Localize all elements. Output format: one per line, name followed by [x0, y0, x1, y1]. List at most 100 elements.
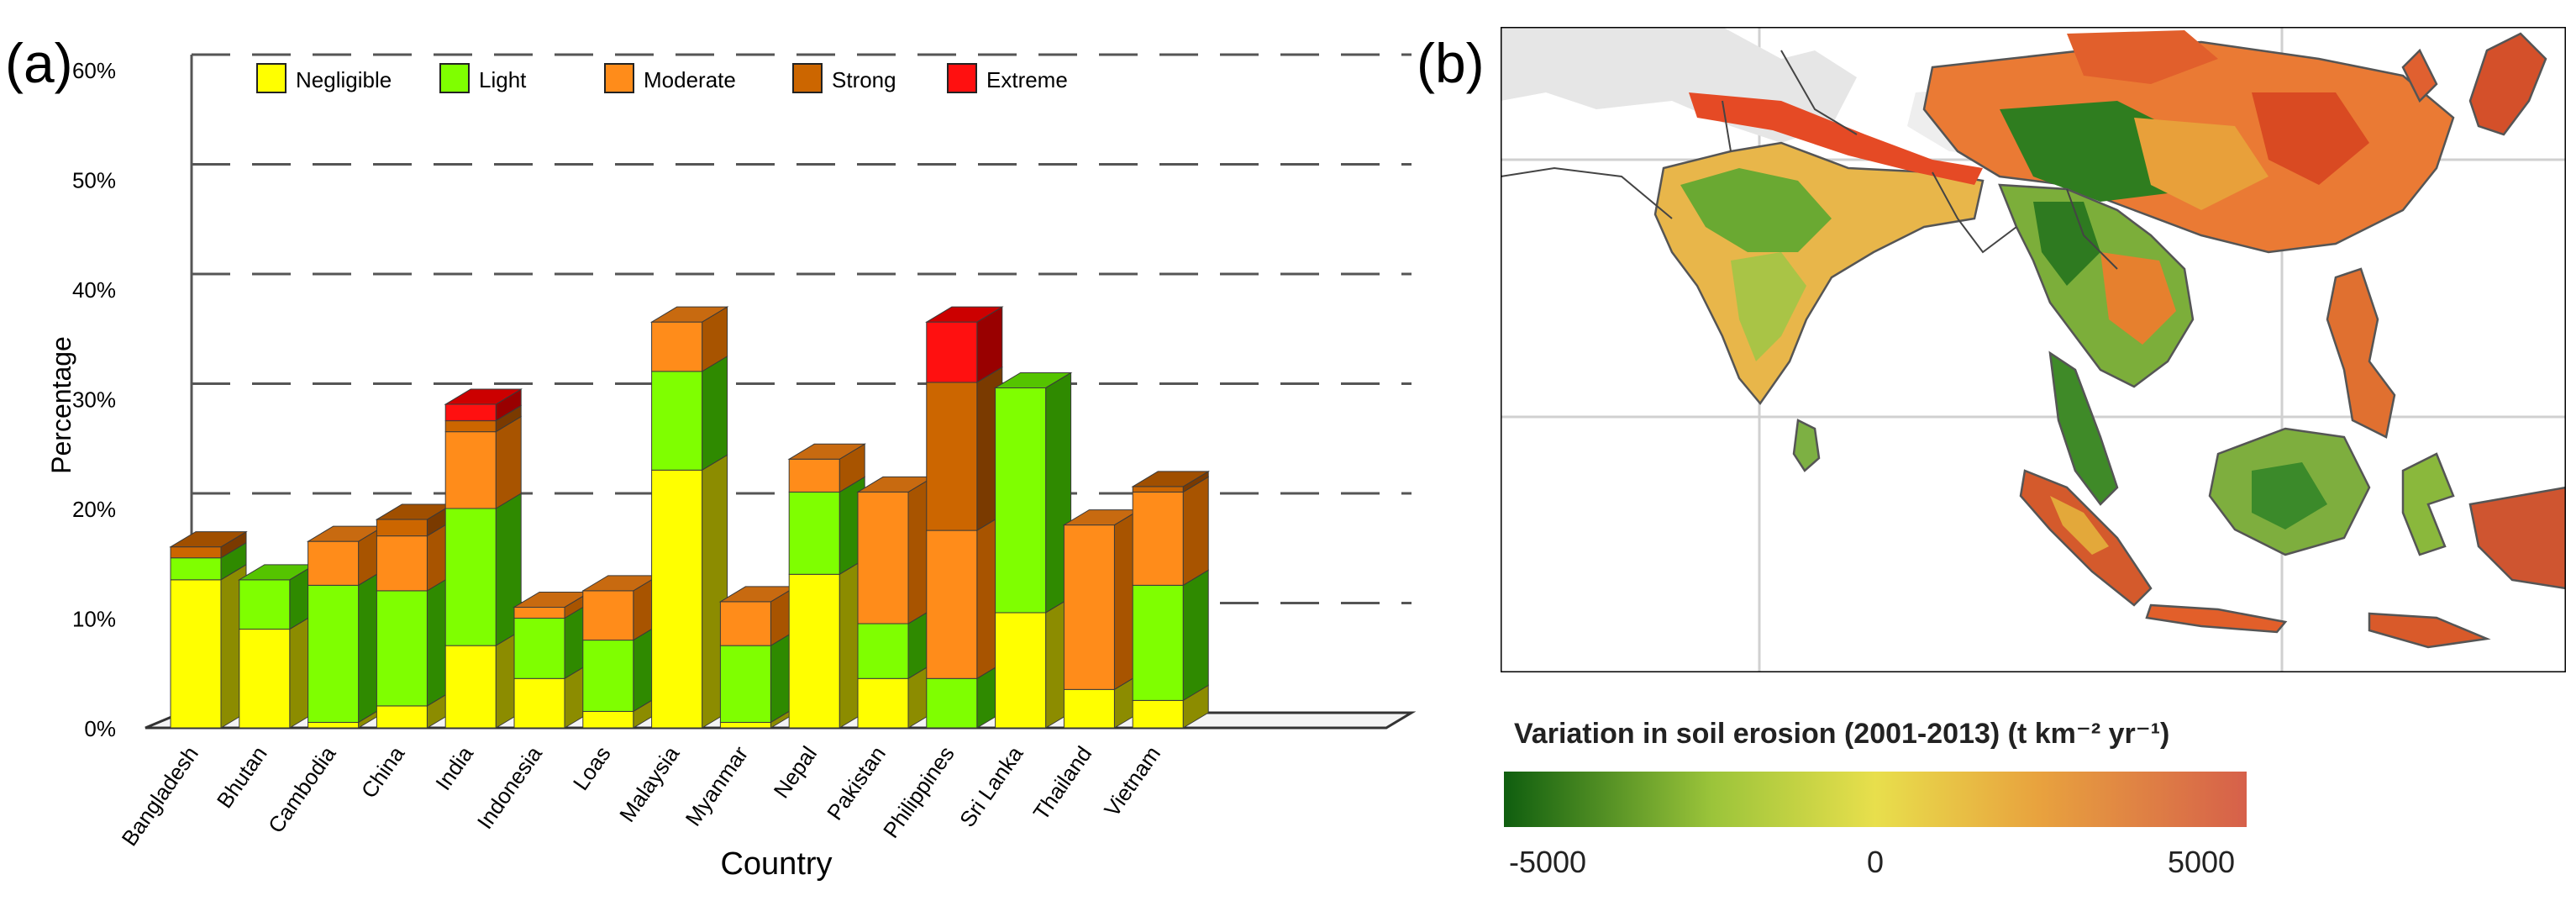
- bar-segment: [513, 618, 565, 679]
- panel-b: (b): [1417, 27, 2566, 879]
- x-tick-label: Myanmar: [681, 741, 754, 830]
- landmasses: [1653, 30, 2566, 649]
- legend-label: Moderate: [644, 67, 736, 92]
- bar-top: [649, 306, 729, 323]
- bar-segment: [926, 382, 978, 531]
- y-tick-label: 50%: [72, 168, 116, 193]
- y-tick-label: 40%: [72, 277, 116, 303]
- bar-stack: [513, 591, 591, 729]
- bar-segment: [788, 573, 840, 729]
- bar-side: [702, 355, 728, 472]
- bar-segment: [170, 579, 222, 729]
- colorbar-title: Variation in soil erosion (2001-2013) (t…: [1514, 718, 2169, 750]
- bar-side: [1182, 476, 1209, 587]
- bar-segment: [308, 721, 360, 729]
- bar-segment: [926, 321, 978, 383]
- legend-label: Extreme: [986, 67, 1068, 92]
- legend-swatch: [439, 63, 470, 93]
- legend-label: Negligible: [296, 67, 392, 92]
- x-tick-label: Indonesia: [472, 741, 548, 834]
- y-tick-label: 60%: [72, 58, 116, 83]
- bar-segment: [857, 491, 909, 624]
- bar-top: [787, 443, 867, 460]
- x-axis-label: Country: [720, 846, 832, 882]
- bar-segment: [857, 677, 909, 729]
- legend: Negligible Light Moderate Strong Extreme: [256, 63, 1068, 93]
- bar-segment: [239, 579, 291, 630]
- x-tick-label: Cambodia: [263, 741, 341, 838]
- colorbar: Variation in soil erosion (2001-2013) (t…: [1504, 718, 2247, 879]
- bar-stack: [1131, 471, 1211, 729]
- bar-segment: [926, 530, 978, 679]
- bar-stack: [787, 443, 867, 729]
- bar-top: [444, 388, 523, 405]
- bar-segment: [719, 601, 771, 646]
- bar-segment: [376, 705, 428, 729]
- x-tick-label: Vietnam: [1099, 741, 1165, 821]
- bar-stack: [718, 586, 798, 729]
- bar-segment: [582, 710, 634, 729]
- bar-stack: [237, 563, 317, 729]
- bar-stack: [924, 306, 1004, 729]
- bar-stack: [856, 476, 935, 729]
- bar-segment: [170, 557, 222, 581]
- bar-segment: [1132, 699, 1184, 729]
- x-tick-label: China: [356, 741, 410, 803]
- bar-segment: [995, 612, 1047, 729]
- bar-segment: [788, 458, 840, 493]
- bar-segment: [719, 721, 771, 729]
- bar-segment: [651, 371, 703, 471]
- panel-b-label: (b): [1417, 32, 1485, 94]
- bar-segment: [239, 629, 291, 729]
- x-tick-label: Philippines: [878, 741, 959, 842]
- legend-swatch: [947, 63, 977, 93]
- legend-swatch: [256, 63, 287, 93]
- panel-a-label: (a): [5, 32, 73, 94]
- bar-segment: [1063, 688, 1115, 729]
- bar-segment: [995, 387, 1047, 614]
- bar-top: [169, 531, 248, 548]
- bar-segment: [444, 508, 497, 646]
- bar-segment: [308, 540, 360, 586]
- bar-stack: [375, 503, 455, 729]
- bar-segment: [1132, 486, 1184, 493]
- bar-segment: [1132, 491, 1184, 586]
- bar-segment: [444, 431, 497, 509]
- bar-top: [1131, 471, 1211, 487]
- bar-segment: [926, 677, 978, 729]
- soil-erosion-map: [1501, 27, 2566, 672]
- y-tick-label: 10%: [72, 607, 116, 632]
- bar-segment: [444, 645, 497, 729]
- bar-top: [924, 306, 1004, 323]
- colorbar-min-label: -5000: [1509, 845, 1586, 879]
- bar-segment: [1063, 524, 1115, 690]
- bars: [169, 306, 1211, 729]
- colorbar-mid-label: 0: [1867, 845, 1884, 879]
- x-tick-label: India: [430, 741, 478, 795]
- bar-segment: [582, 640, 634, 712]
- x-tick-label: Loas: [568, 741, 616, 794]
- legend-label: Strong: [832, 67, 896, 92]
- bar-stack: [169, 530, 248, 729]
- y-tick-label: 20%: [72, 497, 116, 522]
- bar-segment: [170, 546, 222, 559]
- bar-segment: [582, 590, 634, 641]
- x-tick-label: Sri Lanka: [954, 741, 1028, 832]
- bar-segment: [513, 677, 565, 729]
- legend-swatch: [604, 63, 634, 93]
- y-tick-label: 0%: [84, 716, 116, 741]
- bar-segment: [857, 623, 909, 679]
- bar-segment: [788, 491, 840, 575]
- y-axis-label: Percentage: [46, 336, 76, 474]
- bar-segment: [376, 519, 428, 537]
- bar-segment: [308, 584, 360, 723]
- legend-label: Light: [479, 67, 527, 92]
- y-tick-label: 30%: [72, 387, 116, 413]
- bar-stack: [1062, 508, 1142, 729]
- bar-segment: [651, 469, 703, 729]
- bar-segment: [513, 606, 565, 619]
- colorbar-gradient: [1504, 772, 2247, 827]
- bar-stack: [444, 388, 523, 729]
